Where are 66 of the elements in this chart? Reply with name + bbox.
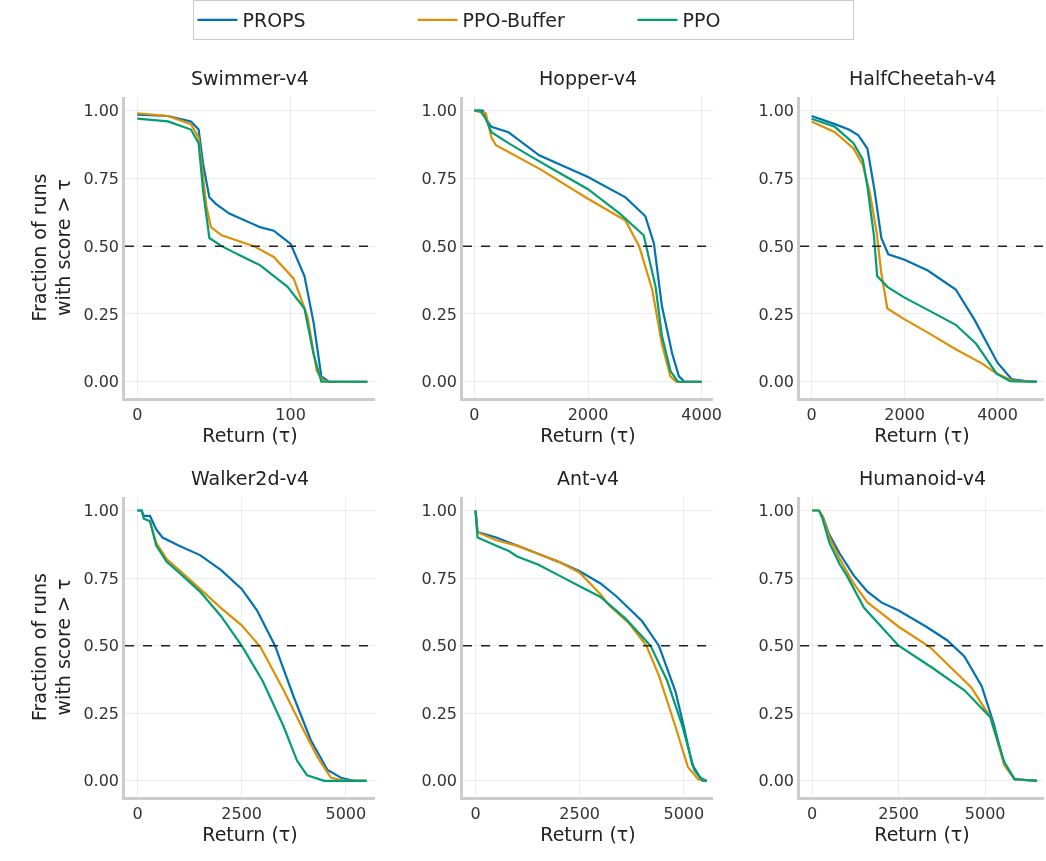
y-tick-label: 0.00 xyxy=(758,372,795,392)
chart-title: Walker2d-v4 xyxy=(191,467,310,489)
chart-title: Humanoid-v4 xyxy=(859,467,987,489)
y-tick-label: 1.00 xyxy=(758,101,795,121)
x-tick-label: 0 xyxy=(132,404,143,424)
line-series xyxy=(474,509,708,782)
y-tick-label: 0.75 xyxy=(421,168,458,188)
chart-title: Swimmer-v4 xyxy=(191,67,309,89)
y-tick-label: 0.75 xyxy=(83,568,120,588)
x-tick-label: 5000 xyxy=(325,803,367,823)
y-tick-label: 1.00 xyxy=(758,501,795,521)
y-tick-label: 0.00 xyxy=(421,372,458,392)
y-tick-label: 0.75 xyxy=(758,168,795,188)
x-axis-title: Return (τ) xyxy=(202,822,298,845)
x-axis-title: Return (τ) xyxy=(540,423,636,446)
y-tick-label: 0.75 xyxy=(421,568,458,588)
y-tick-label: 1.00 xyxy=(83,101,120,121)
x-axis-title: Return (τ) xyxy=(540,822,636,845)
x-tick-label: 2000 xyxy=(884,404,925,424)
y-tick-label: 0.25 xyxy=(83,703,120,723)
legend-label: PROPS xyxy=(242,9,306,32)
y-tick-label: 0.00 xyxy=(83,771,120,791)
line-series xyxy=(473,109,703,383)
y-tick-label: 0.50 xyxy=(758,236,795,256)
chart-title: HalfCheetah-v4 xyxy=(849,67,997,89)
x-axis-title: Return (τ) xyxy=(874,423,970,446)
y-tick-label: 1.00 xyxy=(421,501,458,521)
y-tick-label: 0.00 xyxy=(758,771,795,791)
x-tick-label: 100 xyxy=(275,404,306,424)
x-tick-label: 0 xyxy=(469,404,480,424)
y-tick-label: 0.50 xyxy=(83,636,120,656)
x-tick-label: 2000 xyxy=(567,404,609,424)
chart-title: Hopper-v4 xyxy=(539,67,637,89)
y-axis-title: Fraction of runs with score > τ xyxy=(27,572,75,722)
x-tick-label: 4000 xyxy=(681,404,722,424)
chart-title: Ant-v4 xyxy=(557,467,620,489)
y-tick-label: 0.75 xyxy=(758,568,795,588)
y-tick-label: 0.25 xyxy=(421,703,458,723)
y-tick-label: 0.25 xyxy=(421,304,458,324)
y-tick-label: 0.50 xyxy=(83,236,120,256)
x-axis-title: Return (τ) xyxy=(202,423,298,446)
x-axis-title: Return (τ) xyxy=(874,822,970,845)
y-tick-label: 1.00 xyxy=(83,501,120,521)
y-tick-label: 0.50 xyxy=(421,636,458,656)
y-tick-label: 0.25 xyxy=(758,703,795,723)
x-tick-label: 2500 xyxy=(221,803,263,823)
x-tick-label: 0 xyxy=(807,803,818,823)
x-tick-label: 2500 xyxy=(878,803,919,823)
y-tick-label: 1.00 xyxy=(421,101,458,121)
y-tick-label: 0.25 xyxy=(83,304,120,324)
y-axis-title: Fraction of runs with score > τ xyxy=(27,173,75,322)
y-tick-label: 0.25 xyxy=(758,304,795,324)
x-tick-label: 5000 xyxy=(964,803,1006,823)
x-tick-label: 4000 xyxy=(977,404,1018,424)
y-tick-label: 0.50 xyxy=(758,636,795,656)
x-tick-label: 0 xyxy=(806,404,817,424)
legend-label: PPO-Buffer xyxy=(462,9,565,32)
y-tick-label: 0.50 xyxy=(421,236,458,256)
x-tick-label: 5000 xyxy=(663,803,705,823)
x-tick-label: 2500 xyxy=(559,803,601,823)
y-tick-label: 0.75 xyxy=(83,168,120,188)
legend-label: PPO xyxy=(682,9,721,32)
x-tick-label: 0 xyxy=(470,803,481,823)
x-tick-label: 0 xyxy=(132,803,143,823)
y-tick-label: 0.00 xyxy=(83,372,120,392)
y-tick-label: 0.00 xyxy=(421,771,458,791)
